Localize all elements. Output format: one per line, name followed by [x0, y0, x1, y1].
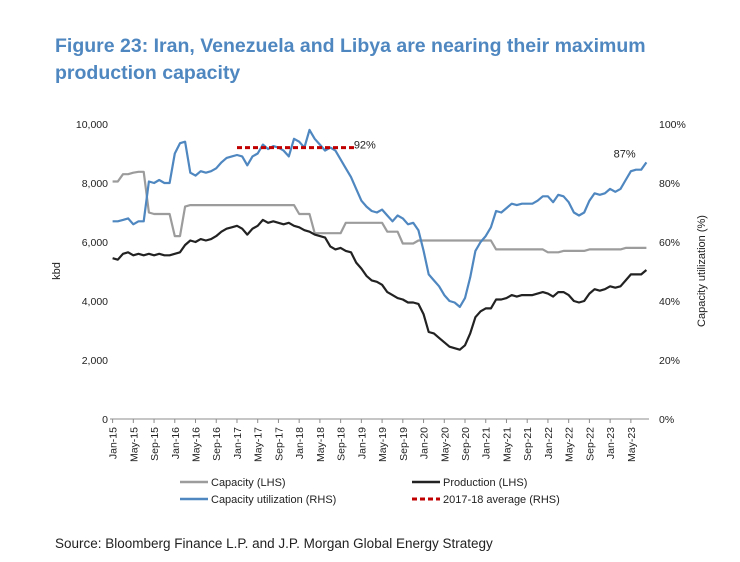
y-right-tick-label: 40%: [659, 296, 680, 308]
x-tick-label: Sep-20: [460, 427, 472, 461]
x-tick-label: Jan-20: [419, 427, 431, 459]
x-tick-label: Jan-23: [605, 427, 617, 459]
x-tick-label: Sep-22: [584, 427, 596, 461]
x-tick-label: Sep-19: [398, 427, 410, 461]
x-tick-label: May-23: [626, 427, 638, 462]
line-chart: Jan-15 May-15 Sep-15 Jan-16 May-16 Sep-16 Jan-…: [0, 0, 740, 562]
chart-axes: Jan-15 May-15 Sep-15 Jan-16 May-16 Sep-16 Jan-…: [51, 119, 708, 462]
x-tick-label: May-15: [128, 427, 140, 462]
x-tick-label: May-16: [191, 427, 203, 462]
y-left-tick-label: 10,000: [76, 119, 108, 131]
chart-legend: Capacity (LHS) Production (LHS) Capacity u…: [180, 477, 560, 506]
x-tick-label: May-21: [501, 427, 513, 462]
x-tick-label: Sep-16: [211, 427, 223, 461]
legend-entry: Capacity utilization (RHS): [211, 494, 336, 506]
y-left-tick-label: 6,000: [82, 237, 108, 249]
source-note: Source: Bloomberg Finance L.P. and J.P. …: [55, 536, 493, 551]
x-tick-label: May-18: [315, 427, 327, 462]
y-right-tick-label: 60%: [659, 237, 680, 249]
chart-annotations: 92% 87%: [354, 140, 636, 161]
x-tick-label: Sep-18: [336, 427, 348, 461]
series-line-1: [113, 220, 647, 350]
annotation-label: 92%: [354, 140, 376, 152]
annotation-label: 87%: [614, 148, 636, 160]
series-line-2: [113, 130, 647, 307]
legend-entry: Production (LHS): [443, 477, 527, 489]
x-tick-label: May-19: [377, 427, 389, 462]
y-left-tick-label: 8,000: [82, 178, 108, 190]
chart-series: [113, 130, 647, 350]
y-right-tick-label: 80%: [659, 178, 680, 190]
x-tick-label: May-17: [253, 427, 265, 462]
x-tick-label: Jan-17: [232, 427, 244, 459]
x-tick-label: Jan-21: [481, 427, 493, 459]
x-tick-label: Sep-15: [149, 427, 161, 461]
x-tick-label: Jan-22: [543, 427, 555, 459]
y-right-tick-label: 100%: [659, 119, 686, 131]
y-left-tick-label: 0: [102, 414, 108, 426]
y-left-axis-label: kbd: [51, 262, 63, 280]
y-left-tick-label: 2,000: [82, 355, 108, 367]
legend-entry: Capacity (LHS): [211, 477, 286, 489]
x-tick-label: May-22: [564, 427, 576, 462]
x-tick-label: May-20: [439, 427, 451, 462]
y-left-tick-label: 4,000: [82, 296, 108, 308]
x-tick-label: Sep-21: [522, 427, 534, 461]
y-right-tick-label: 0%: [659, 414, 674, 426]
x-tick-label: Jan-16: [170, 427, 182, 459]
y-right-axis-label: Capacity utilization (%): [696, 215, 708, 327]
y-right-tick-label: 20%: [659, 355, 680, 367]
x-tick-label: Sep-17: [273, 427, 285, 461]
x-tick-label: Jan-15: [108, 427, 120, 459]
legend-entry: 2017-18 average (RHS): [443, 494, 560, 506]
x-tick-label: Jan-19: [356, 427, 368, 459]
x-tick-label: Jan-18: [294, 427, 306, 459]
